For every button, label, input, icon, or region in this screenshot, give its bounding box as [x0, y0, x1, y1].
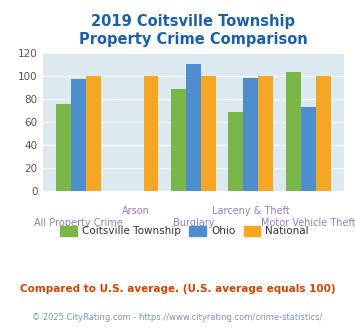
Text: Larceny & Theft: Larceny & Theft: [212, 206, 290, 216]
Bar: [86, 76, 101, 191]
Bar: [186, 64, 201, 191]
Bar: [71, 80, 86, 191]
Text: All Property Crime: All Property Crime: [34, 218, 123, 228]
Text: Motor Vehicle Theft: Motor Vehicle Theft: [261, 218, 355, 228]
Bar: [56, 104, 71, 191]
Bar: [316, 76, 331, 191]
Bar: [301, 107, 316, 191]
Bar: [286, 73, 301, 191]
Text: Burglary: Burglary: [173, 218, 214, 228]
Legend: Coitsville Township, Ohio, National: Coitsville Township, Ohio, National: [56, 222, 313, 241]
Bar: [229, 112, 244, 191]
Bar: [171, 89, 186, 191]
Bar: [244, 78, 258, 191]
Text: © 2025 CityRating.com - https://www.cityrating.com/crime-statistics/: © 2025 CityRating.com - https://www.city…: [32, 313, 323, 322]
Title: 2019 Coitsville Township
Property Crime Comparison: 2019 Coitsville Township Property Crime …: [79, 14, 308, 48]
Bar: [201, 76, 216, 191]
Bar: [143, 76, 158, 191]
Bar: [258, 76, 273, 191]
Text: Compared to U.S. average. (U.S. average equals 100): Compared to U.S. average. (U.S. average …: [20, 284, 335, 294]
Text: Arson: Arson: [122, 206, 150, 216]
